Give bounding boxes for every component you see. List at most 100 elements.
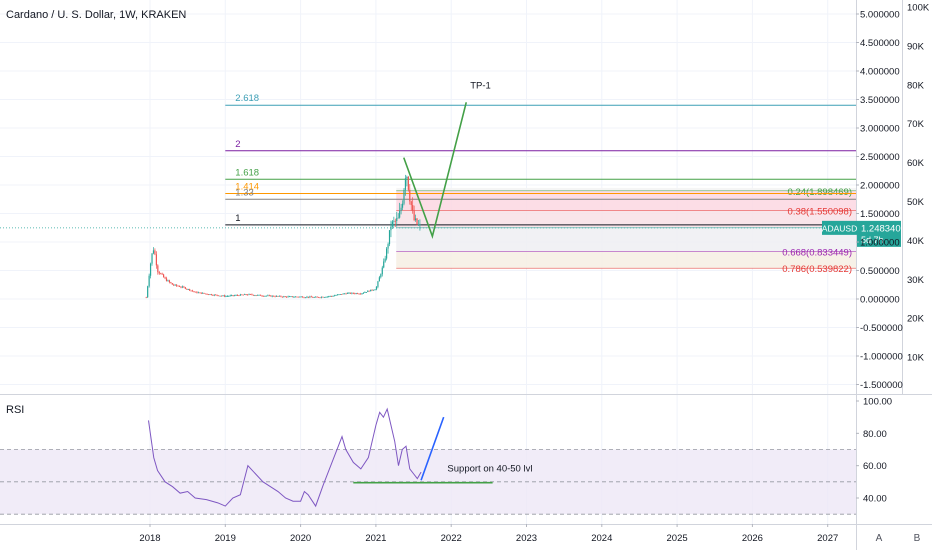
y-tick-label-2.500000: 2.500000 [860, 152, 900, 163]
candle-body [417, 224, 420, 226]
y-tick-label-1.000000: 1.000000 [860, 238, 900, 249]
candle-body [176, 284, 178, 286]
x-tick-label-2027: 2027 [817, 533, 838, 544]
candle-body [328, 296, 330, 298]
candle-body [290, 296, 292, 298]
candle-body [277, 295, 279, 297]
fib-zone-3 [396, 227, 856, 252]
candle-body [215, 294, 217, 296]
candle-body [207, 294, 210, 296]
candle-body [349, 292, 352, 294]
bars-scale-label: B [914, 533, 921, 544]
x-tick-label-2024: 2024 [591, 533, 612, 544]
candle-body [233, 295, 236, 297]
candle-body [384, 258, 386, 262]
x-tick-label-2020: 2020 [290, 533, 311, 544]
candle-body [157, 265, 159, 273]
candle-body [244, 294, 246, 295]
candle-body [265, 295, 268, 297]
candle-body [394, 220, 396, 222]
x-tick-label-2018: 2018 [139, 533, 160, 544]
candle-body [288, 296, 291, 298]
candle-body [386, 248, 388, 259]
y2-tick-label-70K: 70K [907, 119, 925, 130]
candle-body [330, 295, 333, 297]
candle-body [297, 296, 299, 298]
y-tick-label-2.000000: 2.000000 [860, 181, 900, 192]
candle-body [238, 295, 240, 297]
y-tick-label--1.500000: -1.500000 [860, 380, 903, 391]
candle-body [312, 297, 314, 298]
candle-body [209, 294, 211, 296]
candle-body [336, 294, 338, 296]
candle-body [359, 293, 362, 295]
candle-body [248, 294, 250, 295]
candle-body [387, 244, 389, 249]
candle-body [342, 293, 344, 295]
candle-body [344, 293, 346, 295]
candle-body [390, 226, 392, 231]
candle-body [358, 293, 360, 295]
candles [145, 174, 421, 299]
fib-ext-label-2.618: 2.618 [235, 93, 259, 104]
candle-body [296, 296, 298, 298]
fib-zone-0 [396, 187, 856, 191]
annotation-tp1: TP-1 [470, 80, 491, 91]
candle-body [260, 294, 262, 296]
candle-body [294, 296, 296, 298]
candle-body [255, 295, 257, 297]
candle-body [251, 294, 253, 296]
candle-body [242, 294, 244, 296]
candle-body [400, 207, 402, 212]
candle-body [346, 293, 349, 294]
fib-ext-label-1: 1 [235, 213, 240, 224]
candle-body [352, 292, 354, 294]
candle-body [151, 253, 153, 264]
candle-body [339, 294, 341, 295]
candle-body [160, 273, 162, 275]
candle-body [341, 294, 343, 295]
candle-body [388, 230, 391, 245]
candle-body [258, 294, 260, 296]
y-tick-label-5.000000: 5.000000 [860, 10, 900, 21]
fib-zone-1 [396, 190, 856, 211]
candle-body [164, 277, 166, 279]
candle-body [273, 295, 275, 297]
candle-body [268, 295, 270, 297]
candle-body [184, 287, 186, 289]
candle-body [167, 280, 169, 282]
fib-ret-label-1: 0.38(1.550098) [788, 207, 852, 218]
candle-body [148, 275, 150, 287]
bars-scale-button[interactable]: B [914, 533, 921, 544]
candle-body [183, 286, 185, 288]
candle-body [202, 292, 204, 294]
candle-body [412, 205, 414, 211]
candle-body [326, 296, 328, 298]
candle-body [383, 261, 385, 268]
candle-body [205, 293, 207, 295]
fib-ret-label-3: 0.668(0.833449) [782, 247, 852, 258]
y-tick-label-0.500000: 0.500000 [860, 266, 900, 277]
candle-body [264, 295, 266, 297]
candle-body [262, 295, 265, 297]
candle-body [232, 295, 234, 296]
candle-body [261, 295, 263, 297]
candle-body [322, 296, 324, 298]
rsi-blue-trendline [420, 416, 445, 481]
candle-body [302, 296, 304, 298]
candle-body [332, 295, 334, 297]
candle-body [193, 291, 195, 292]
x-tick-label-2022: 2022 [441, 533, 462, 544]
candle-body [316, 296, 318, 298]
y2-tick-label-90K: 90K [907, 41, 925, 52]
auto-scale-button[interactable]: A [876, 533, 883, 544]
candle-body [323, 297, 325, 298]
projection-path [403, 102, 468, 240]
candle-body [239, 294, 241, 296]
candle-body [170, 282, 172, 284]
candle-body [406, 176, 408, 179]
candle-body [181, 286, 184, 288]
candle-body [338, 294, 340, 296]
y-tick-label-3.000000: 3.000000 [860, 124, 900, 135]
